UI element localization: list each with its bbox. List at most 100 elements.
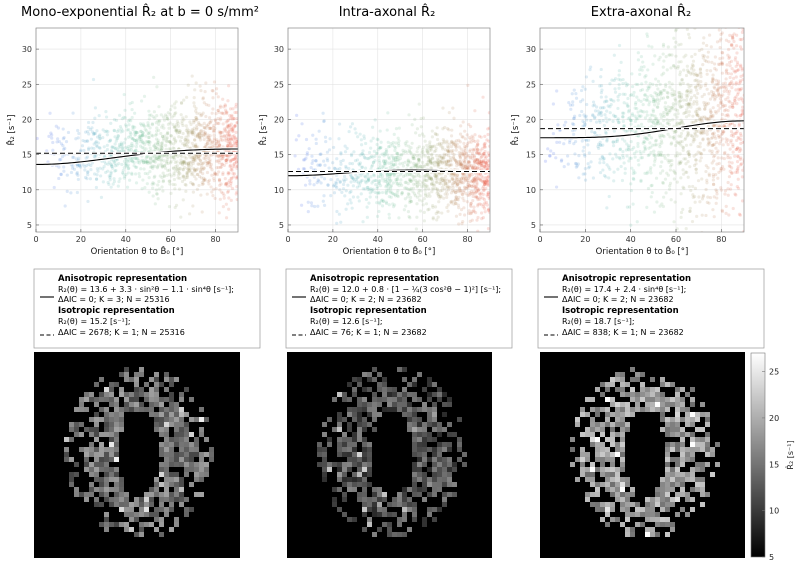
scatter-point — [140, 134, 144, 138]
scatter-point — [654, 176, 659, 180]
scatter-point — [598, 84, 602, 88]
scatter-point — [461, 181, 465, 185]
scatter-point — [86, 199, 90, 204]
scatter-point — [643, 93, 647, 97]
scatter-point — [626, 147, 630, 151]
scatter-point — [484, 186, 488, 191]
scatter-point — [692, 154, 696, 158]
scatter-point — [194, 106, 198, 110]
scatter-point — [107, 174, 111, 178]
scatter-point — [404, 204, 408, 208]
map-voxel — [119, 477, 124, 482]
scatter-point — [74, 137, 78, 141]
scatter-point — [704, 187, 708, 192]
scatter-point — [187, 166, 191, 171]
scatter-point — [175, 131, 179, 135]
scatter-point — [380, 198, 384, 202]
scatter-point — [176, 170, 180, 174]
map-voxel — [442, 402, 447, 407]
scatter-point — [227, 178, 231, 183]
scatter-point — [616, 117, 620, 121]
scatter-point — [209, 142, 213, 146]
map-voxel — [154, 512, 159, 517]
scatter-point — [325, 150, 329, 154]
scatter-point — [147, 135, 151, 140]
scatter-point — [199, 161, 203, 166]
scatter-point — [736, 68, 741, 72]
scatter-point — [160, 141, 164, 145]
scatter-point — [729, 138, 733, 142]
scatter-point — [224, 120, 228, 124]
scatter-point — [382, 151, 386, 155]
scatter-point — [214, 142, 219, 146]
scatter-point — [643, 116, 648, 120]
scatter-point — [596, 142, 601, 146]
scatter-point — [740, 98, 744, 102]
scatter-point — [674, 29, 678, 33]
map-voxel — [402, 397, 407, 402]
map-voxel — [184, 387, 189, 392]
scatter-point — [468, 163, 472, 167]
map-voxel — [154, 382, 159, 387]
scatter-point — [693, 28, 697, 30]
scatter-point — [366, 177, 371, 181]
scatter-point — [218, 143, 222, 148]
scatter-point — [458, 140, 462, 144]
scatter-point — [212, 136, 217, 140]
scatter-point — [420, 147, 425, 152]
scatter-point — [140, 139, 144, 143]
map-voxel — [317, 442, 322, 447]
scatter-point — [735, 93, 740, 97]
scatter-point — [462, 141, 466, 145]
scatter-point — [194, 142, 198, 146]
scatter-point — [644, 80, 648, 84]
map-voxel — [129, 517, 134, 522]
scatter-point — [716, 81, 720, 85]
scatter-point — [740, 112, 744, 116]
scatter-point — [617, 69, 621, 73]
scatter-point — [332, 166, 337, 170]
scatter-point — [704, 82, 708, 86]
scatter-point — [191, 183, 196, 187]
scatter-point — [436, 163, 440, 167]
scatter-point — [611, 113, 616, 117]
scatter-point — [383, 152, 387, 156]
scatter-point — [108, 176, 112, 180]
scatter-point — [225, 134, 229, 138]
scatter-point — [230, 166, 234, 170]
scatter-point — [447, 163, 452, 167]
scatter-point — [201, 161, 206, 165]
scatter-point — [192, 131, 196, 135]
scatter-point — [192, 159, 196, 163]
scatter-point — [78, 165, 83, 169]
scatter-point — [415, 195, 420, 199]
scatter-point — [473, 185, 477, 189]
scatter-point — [77, 156, 81, 160]
scatter-point — [370, 164, 374, 169]
scatter-point — [666, 153, 670, 157]
scatter-point — [322, 159, 326, 163]
scatter-point — [437, 141, 442, 145]
scatter-point — [230, 137, 234, 141]
scatter-point — [441, 178, 445, 183]
map-voxel — [194, 467, 199, 472]
scatter-point — [681, 207, 685, 211]
scatter-point — [466, 83, 470, 87]
map-voxel — [109, 437, 114, 442]
scatter-point — [581, 98, 585, 102]
scatter-point — [371, 161, 376, 165]
scatter-point — [173, 125, 177, 129]
scatter-point — [459, 162, 463, 166]
map-voxel — [84, 462, 89, 467]
scatter-point — [716, 129, 720, 133]
scatter-point — [397, 126, 401, 130]
scatter-point — [212, 133, 216, 137]
scatter-point — [735, 138, 739, 143]
map-voxel — [164, 422, 169, 427]
scatter-point — [428, 159, 432, 164]
scatter-point — [459, 151, 463, 155]
scatter-point — [471, 136, 475, 140]
scatter-point — [427, 155, 431, 159]
scatter-point — [168, 147, 173, 151]
scatter-point — [139, 123, 144, 127]
